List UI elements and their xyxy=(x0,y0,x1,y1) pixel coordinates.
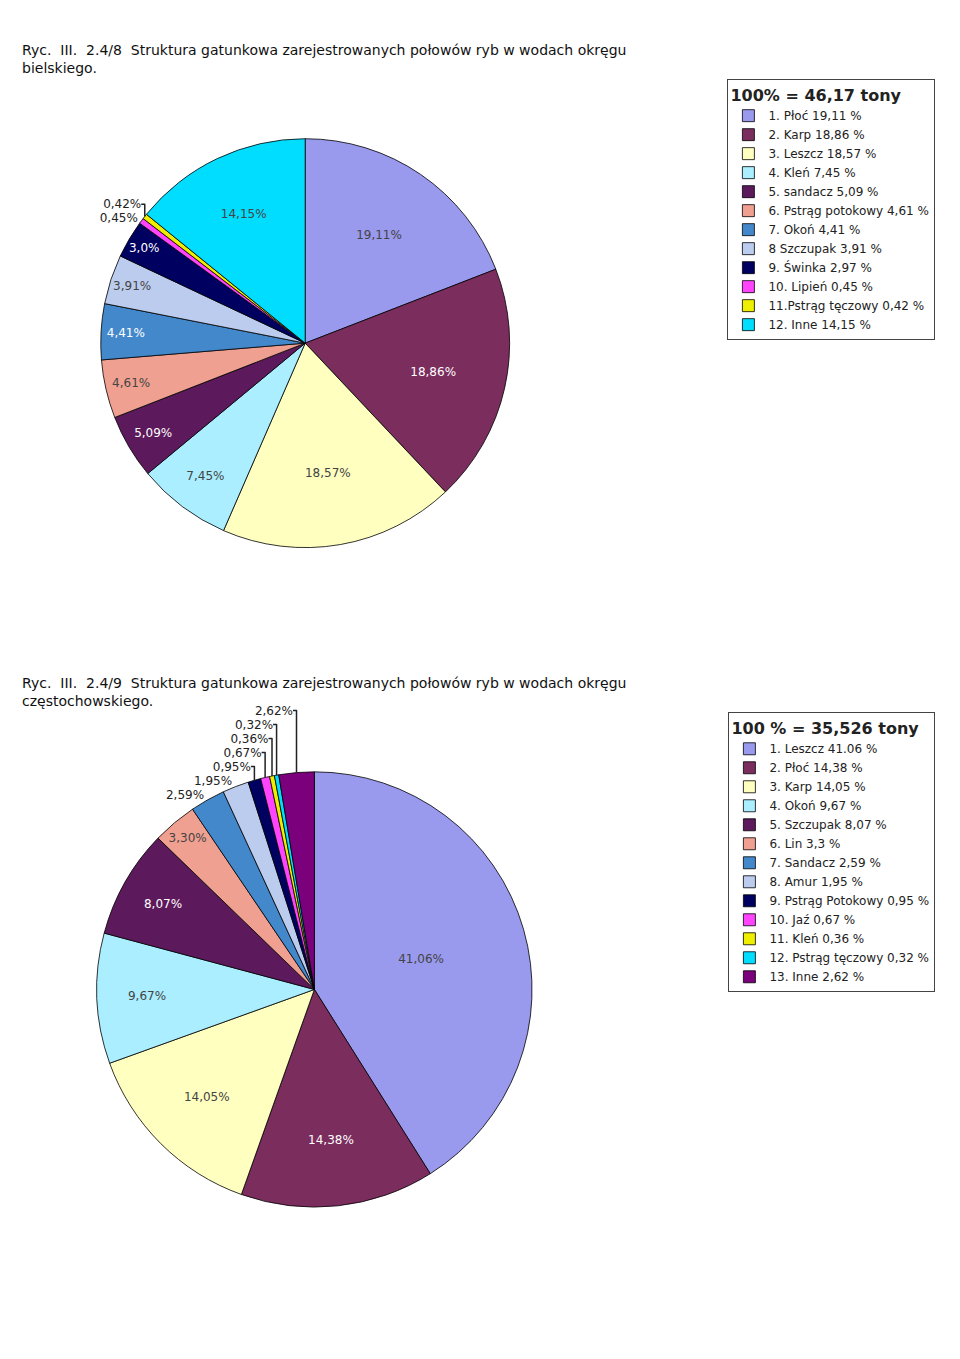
svg-text:3,30%: 3,30% xyxy=(169,831,207,845)
svg-text:0,36%: 0,36% xyxy=(230,732,268,746)
svg-text:7. Okoń 4,41 %: 7. Okoń 4,41 % xyxy=(768,223,860,237)
svg-text:6. Pstrąg potokowy 4,61 %: 6. Pstrąg potokowy 4,61 % xyxy=(768,204,929,218)
svg-text:0,67%: 0,67% xyxy=(223,746,261,760)
svg-text:9. Pstrąg Potokowy 0,95 %: 9. Pstrąg Potokowy 0,95 % xyxy=(769,894,929,908)
svg-text:1. Płoć 19,11 %: 1. Płoć 19,11 % xyxy=(768,109,861,123)
svg-text:Ryc. III. 2.4/9 Struktura g: Ryc. III. 2.4/9 Struktura gatunkowa zare… xyxy=(22,675,626,709)
svg-text:9,67%: 9,67% xyxy=(128,989,166,1003)
svg-text:4. Okoń 9,67 %: 4. Okoń 9,67 % xyxy=(769,799,861,813)
svg-text:Ryc. III. 2.4/8 Struktura g: Ryc. III. 2.4/8 Struktura gatunkowa zare… xyxy=(22,42,626,76)
svg-text:18,57%: 18,57% xyxy=(305,466,351,480)
svg-text:3,0%: 3,0% xyxy=(129,241,160,255)
svg-text:0,32%: 0,32% xyxy=(235,718,273,732)
svg-text:7,45%: 7,45% xyxy=(186,469,224,483)
svg-text:11. Kleń 0,36 %: 11. Kleń 0,36 % xyxy=(769,932,864,946)
svg-text:8. Amur 1,95 %: 8. Amur 1,95 % xyxy=(769,875,862,889)
svg-text:7. Sandacz 2,59 %: 7. Sandacz 2,59 % xyxy=(769,856,880,870)
svg-text:0,95%: 0,95% xyxy=(213,760,251,774)
svg-text:5. Szczupak 8,07 %: 5. Szczupak 8,07 % xyxy=(769,818,886,832)
svg-text:100% = 46,17 tony: 100% = 46,17 tony xyxy=(730,86,901,105)
svg-text:100 % = 35,526 tony: 100 % = 35,526 tony xyxy=(731,719,919,738)
svg-text:13. Inne 2,62 %: 13. Inne 2,62 % xyxy=(769,970,864,984)
svg-text:2. Karp 18,86 %: 2. Karp 18,86 % xyxy=(768,128,864,142)
svg-text:0,42%: 0,42% xyxy=(103,197,141,211)
svg-text:5,09%: 5,09% xyxy=(134,426,172,440)
svg-text:14,05%: 14,05% xyxy=(184,1090,230,1104)
svg-text:11.Pstrąg tęczowy 0,42 %: 11.Pstrąg tęczowy 0,42 % xyxy=(768,299,924,313)
svg-text:0,45%: 0,45% xyxy=(100,211,138,225)
svg-text:3. Leszcz 18,57 %: 3. Leszcz 18,57 % xyxy=(768,147,876,161)
svg-text:6. Lin 3,3 %: 6. Lin 3,3 % xyxy=(769,837,840,851)
svg-text:14,38%: 14,38% xyxy=(308,1133,354,1147)
svg-text:3. Karp 14,05 %: 3. Karp 14,05 % xyxy=(769,780,865,794)
svg-text:12. Inne 14,15 %: 12. Inne 14,15 % xyxy=(768,318,870,332)
svg-text:8,07%: 8,07% xyxy=(144,897,182,911)
svg-text:10. Jaź 0,67 %: 10. Jaź 0,67 % xyxy=(769,913,855,927)
svg-text:2,62%: 2,62% xyxy=(255,704,293,718)
svg-text:4. Kleń 7,45 %: 4. Kleń 7,45 % xyxy=(768,166,855,180)
svg-text:3,91%: 3,91% xyxy=(113,279,151,293)
svg-text:12. Pstrąg tęczowy 0,32 %: 12. Pstrąg tęczowy 0,32 % xyxy=(769,951,929,965)
svg-text:14,15%: 14,15% xyxy=(221,207,267,221)
svg-text:41,06%: 41,06% xyxy=(398,952,444,966)
svg-text:2. Płoć 14,38 %: 2. Płoć 14,38 % xyxy=(769,761,862,775)
svg-text:8 Szczupak 3,91 %: 8 Szczupak 3,91 % xyxy=(768,242,882,256)
svg-text:1,95%: 1,95% xyxy=(194,774,232,788)
svg-text:4,61%: 4,61% xyxy=(112,376,150,390)
svg-text:19,11%: 19,11% xyxy=(356,228,402,242)
svg-text:10. Lipień 0,45 %: 10. Lipień 0,45 % xyxy=(768,280,873,294)
svg-text:2,59%: 2,59% xyxy=(166,788,204,802)
svg-text:1. Leszcz 41.06 %: 1. Leszcz 41.06 % xyxy=(769,742,877,756)
svg-text:9. Świnka 2,97 %: 9. Świnka 2,97 % xyxy=(768,260,871,275)
svg-text:4,41%: 4,41% xyxy=(107,326,145,340)
svg-text:18,86%: 18,86% xyxy=(410,365,456,379)
svg-text:5. sandacz 5,09 %: 5. sandacz 5,09 % xyxy=(768,185,878,199)
